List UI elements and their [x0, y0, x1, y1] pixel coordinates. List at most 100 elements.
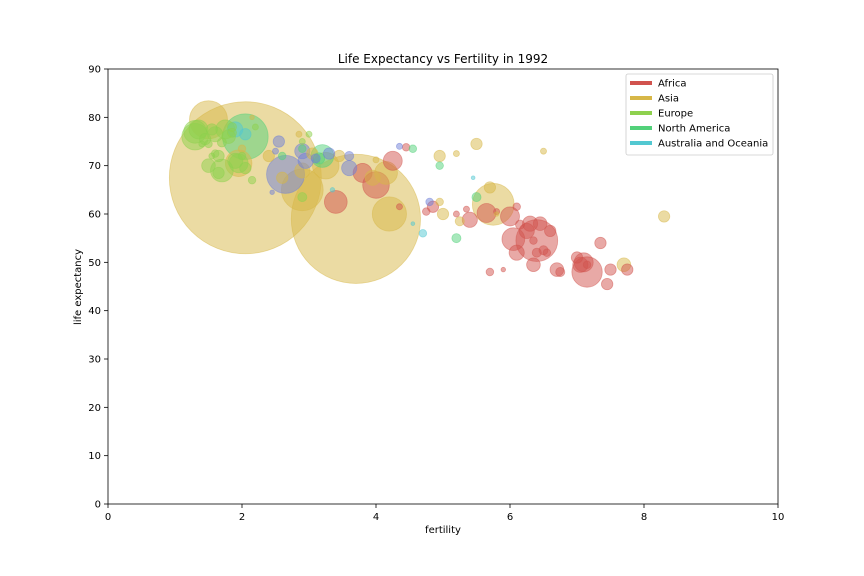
data-point	[272, 135, 285, 148]
data-point	[544, 224, 557, 238]
data-point	[582, 260, 592, 269]
data-point	[433, 149, 446, 163]
data-point	[237, 151, 247, 161]
data-point	[454, 216, 465, 227]
data-point	[540, 147, 547, 155]
data-point	[436, 207, 450, 221]
data-point	[322, 147, 336, 160]
x-axis: 0 2 4 6 8 10	[105, 504, 785, 523]
data-point	[570, 251, 584, 264]
y-axis-label: life expectancy	[73, 249, 84, 325]
x-axis-label: fertility	[425, 525, 461, 536]
data-point	[333, 149, 346, 163]
data-point	[470, 137, 483, 151]
data-point	[601, 277, 614, 291]
data-point	[298, 144, 307, 153]
x-tick-label: 8	[641, 512, 647, 523]
data-point	[470, 175, 476, 181]
data-point	[425, 197, 434, 207]
data-point	[396, 203, 403, 211]
data-point	[239, 161, 252, 175]
data-point	[372, 156, 380, 164]
x-tick-label: 6	[507, 512, 513, 523]
x-tick-label: 4	[373, 512, 379, 523]
data-point	[251, 123, 259, 131]
data-point	[208, 152, 216, 160]
data-point	[344, 151, 355, 161]
data-point	[452, 210, 460, 218]
data-point	[452, 150, 460, 158]
data-point	[508, 244, 525, 261]
data-point	[621, 263, 634, 276]
y-tick-label: 60	[88, 210, 101, 221]
data-point	[483, 181, 496, 194]
data-point	[201, 158, 216, 173]
data-point	[249, 114, 255, 121]
data-point	[278, 151, 287, 161]
legend-label: Europe	[658, 109, 693, 120]
data-point	[310, 153, 321, 164]
legend-label: North America	[658, 124, 730, 135]
data-point	[323, 190, 348, 214]
data-point	[410, 221, 416, 226]
points-layer	[168, 100, 671, 291]
data-point	[212, 166, 225, 180]
legend-label: Asia	[658, 94, 679, 105]
y-tick-label: 80	[88, 113, 101, 124]
data-point	[198, 140, 206, 148]
data-point	[371, 196, 407, 232]
data-point	[418, 229, 428, 238]
data-point	[382, 150, 403, 171]
data-point	[512, 202, 521, 211]
data-point	[272, 147, 279, 155]
data-point	[435, 161, 444, 170]
data-point	[500, 206, 520, 227]
data-point	[226, 127, 237, 138]
chart-title: Life Expectancy vs Fertility in 1992	[338, 52, 548, 66]
x-tick-label: 2	[239, 512, 245, 523]
data-point	[237, 144, 247, 153]
data-point	[555, 267, 566, 277]
data-point	[305, 130, 313, 138]
data-point	[216, 137, 227, 148]
data-point	[298, 138, 306, 145]
data-point	[542, 248, 552, 257]
y-tick-label: 70	[88, 161, 101, 172]
data-point	[341, 160, 358, 177]
data-point	[604, 263, 617, 276]
data-point	[396, 142, 403, 150]
data-point	[594, 236, 607, 250]
legend-label: Africa	[658, 79, 687, 90]
data-point	[205, 123, 218, 136]
axes-frame	[107, 68, 779, 505]
data-point	[364, 169, 381, 186]
data-point	[297, 192, 308, 203]
y-tick-label: 40	[88, 306, 101, 317]
data-point	[526, 257, 541, 272]
data-point	[529, 236, 538, 245]
data-point	[239, 128, 252, 141]
x-tick-label: 0	[105, 512, 111, 523]
data-point	[476, 203, 497, 223]
data-point	[500, 266, 506, 273]
data-point	[295, 130, 303, 138]
legend-label: Australia and Oceania	[658, 139, 768, 150]
data-point	[657, 210, 671, 223]
y-tick-label: 50	[88, 258, 101, 269]
y-tick-label: 90	[88, 65, 101, 76]
data-point	[435, 197, 444, 207]
data-point	[401, 143, 411, 152]
y-tick-label: 20	[88, 403, 101, 414]
x-tick-label: 10	[772, 512, 785, 523]
data-point	[204, 139, 213, 149]
data-point	[451, 233, 462, 244]
legend-box	[625, 73, 774, 156]
data-point	[247, 175, 257, 185]
data-point	[493, 211, 500, 217]
data-point	[269, 189, 275, 195]
y-tick-label: 10	[88, 451, 101, 462]
legend: Africa Asia Europe North America Australia a…	[625, 73, 774, 156]
data-point	[515, 219, 526, 230]
